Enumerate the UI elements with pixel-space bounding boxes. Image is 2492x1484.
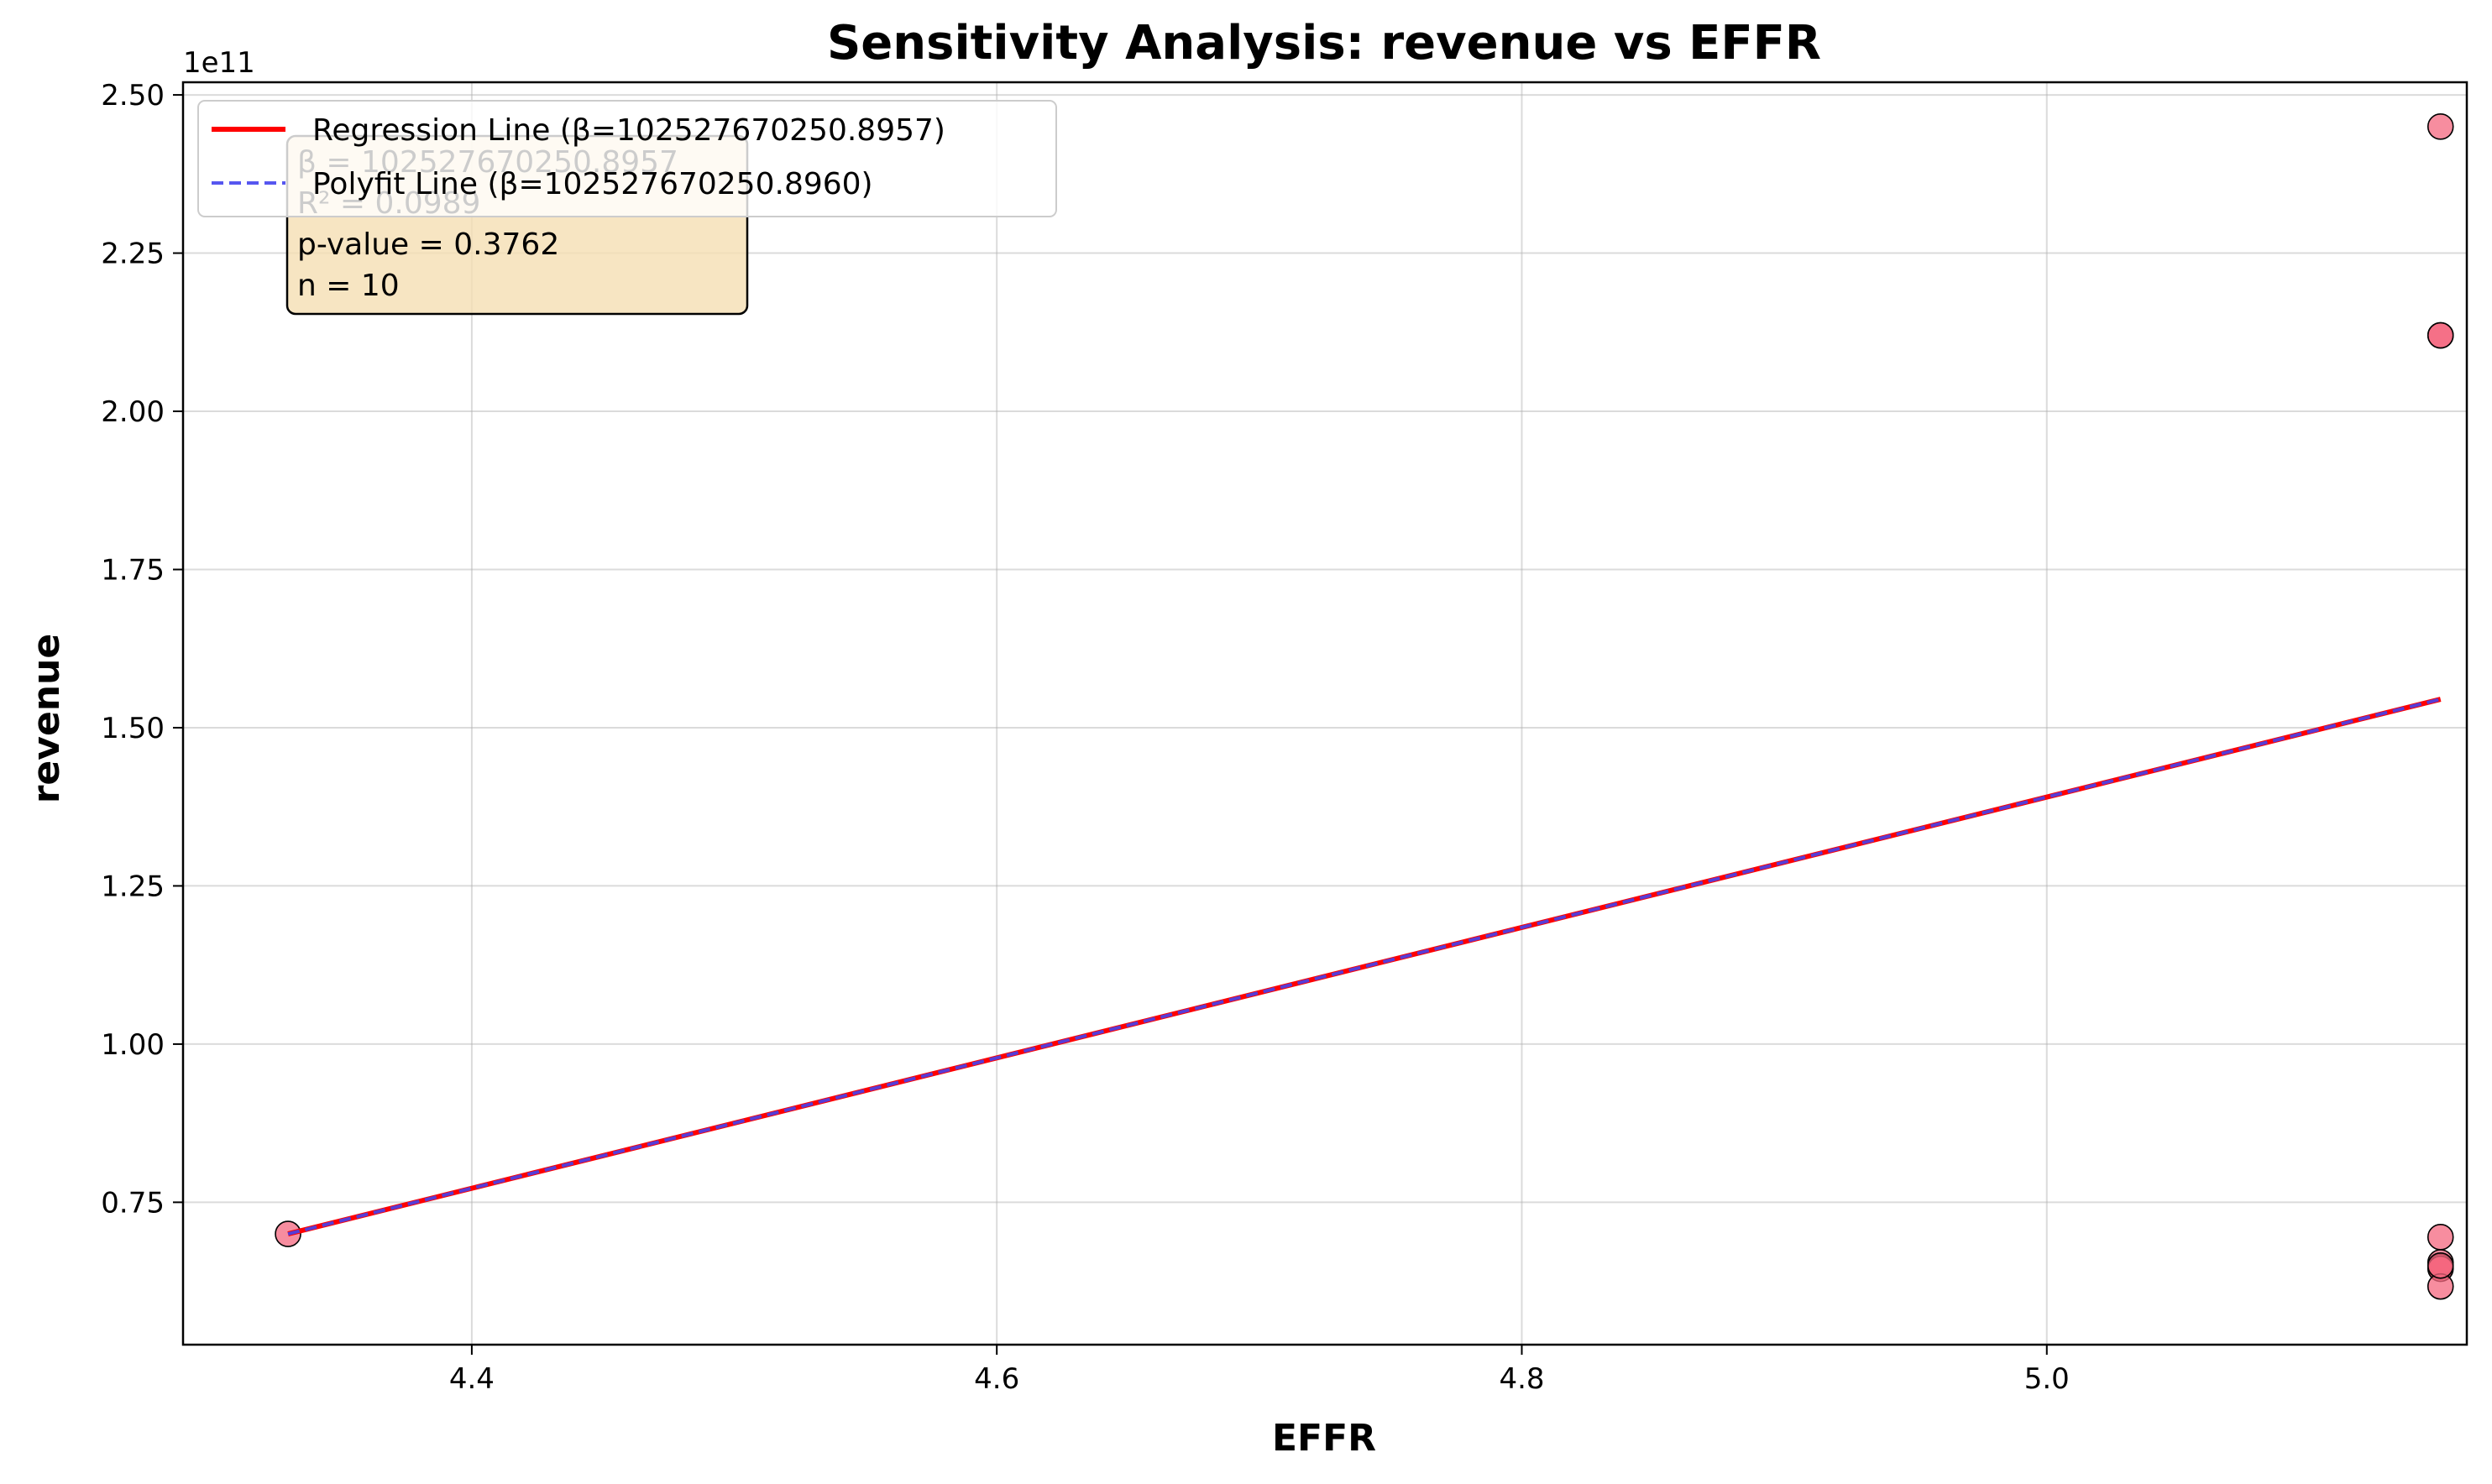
y-tick-label: 2.50 [101, 79, 165, 112]
stats-line: n = 10 [297, 269, 400, 303]
legend-label-polyfit: Polyfit Line (β=102527670250.8960) [312, 167, 873, 201]
data-point [2427, 112, 2454, 140]
grid [183, 82, 2467, 1345]
axis-ticks: 4.4 4.6 4.8 5.0 0.75 1.00 1.25 1.50 1.75 2.00 2.25… [101, 79, 2070, 1396]
x-tick-label: 4.4 [449, 1362, 495, 1396]
legend-label-regression: Regression Line (β=102527670250.8957) [312, 113, 945, 148]
legend-box [197, 100, 1057, 217]
x-axis-title: EFFR [1272, 1417, 1376, 1460]
regression-line [287, 697, 2442, 1236]
y-tick-label: 2.25 [101, 238, 165, 271]
stats-line: p-value = 0.3762 [297, 227, 559, 262]
y-offset-label: 1e11 [183, 46, 255, 80]
legend: Regression Line (β=102527670250.8957) Pol… [197, 100, 1057, 217]
data-point [2427, 321, 2454, 349]
x-tick-label: 4.8 [1499, 1362, 1544, 1396]
chart-title: Sensitivity Analysis: revenue vs EFFR [827, 16, 1821, 71]
y-tick-label: 1.75 [101, 553, 165, 587]
x-tick-label: 4.6 [974, 1362, 1019, 1396]
plot-frame [181, 81, 2468, 1346]
y-tick-label: 2.00 [101, 395, 165, 429]
y-axis-title: revenue [25, 634, 68, 804]
plot-data [275, 112, 2454, 1300]
y-tick-label: 1.50 [101, 712, 165, 745]
data-point [2427, 1251, 2454, 1279]
data-point [2427, 1224, 2454, 1251]
y-tick-label: 1.00 [101, 1028, 165, 1062]
y-tick-label: 1.25 [101, 870, 165, 903]
y-tick-label: 0.75 [101, 1186, 165, 1220]
x-tick-label: 5.0 [2024, 1362, 2070, 1396]
